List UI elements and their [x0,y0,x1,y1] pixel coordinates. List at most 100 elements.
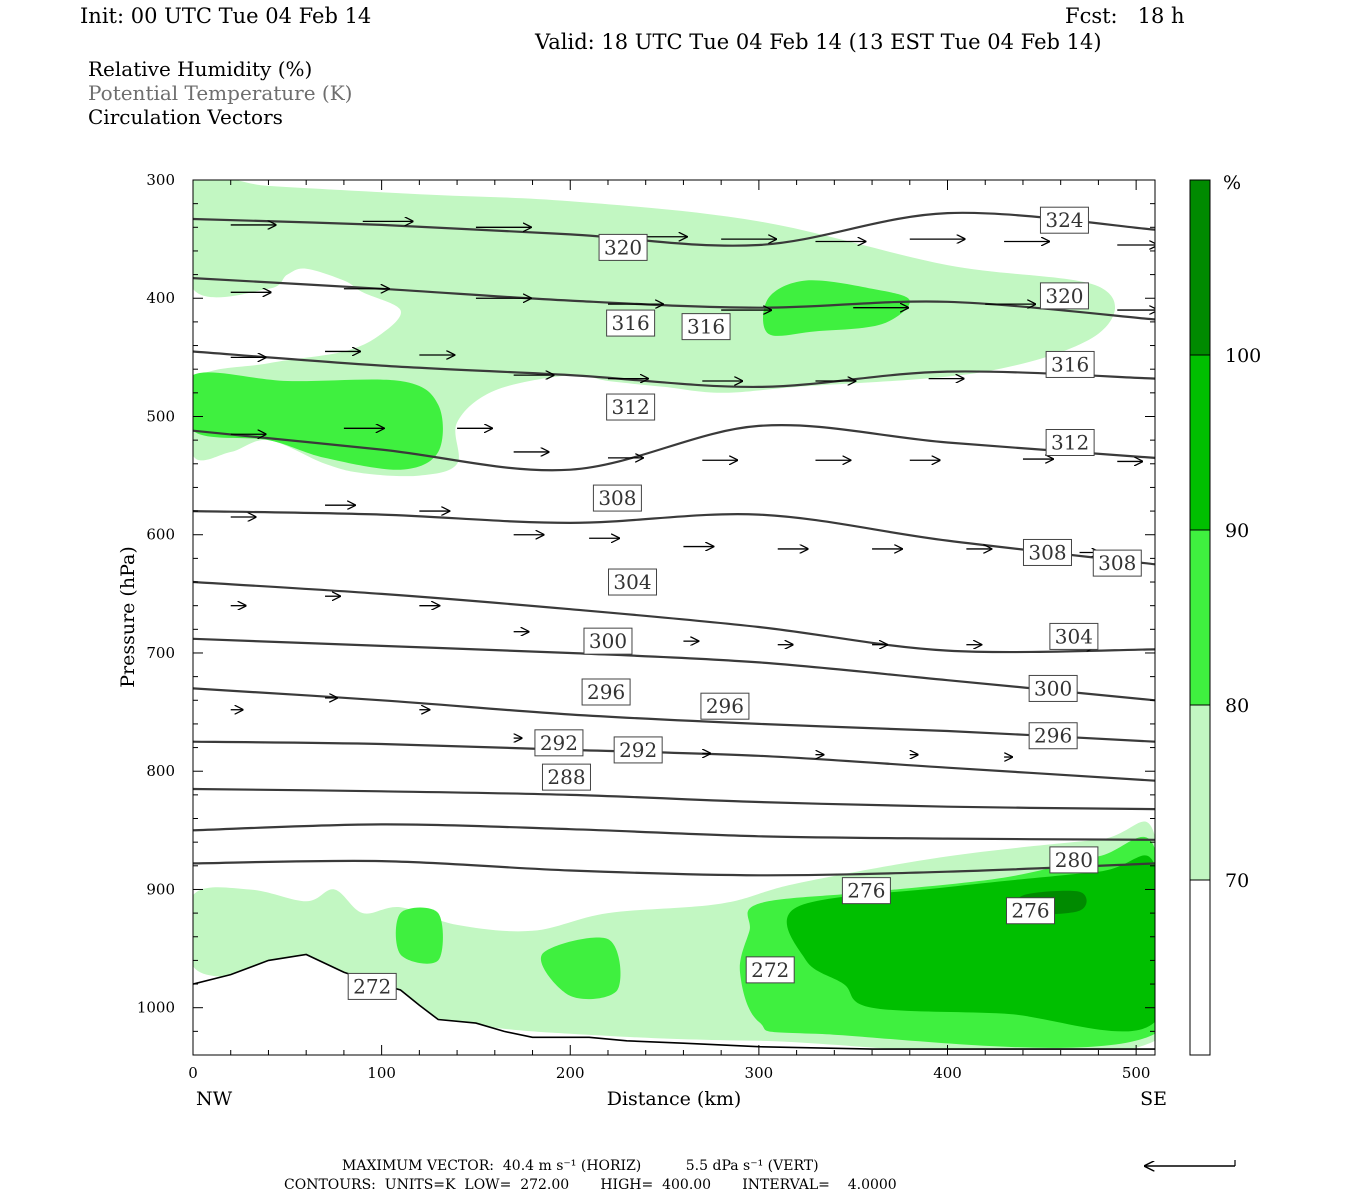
contour-info-note: CONTOURS: UNITS=K LOW= 272.00 HIGH= 400.… [284,1177,897,1193]
theta-contour-300 [193,637,1155,702]
contour-label-18: 292 [540,731,578,755]
contour-label-box-15 [581,678,631,706]
contour-label-12: 304 [1055,624,1093,648]
contour-label-box-13 [583,627,633,655]
contour-label-box-17 [1028,722,1078,750]
contour-label-8: 308 [598,486,636,510]
contour-label-box-0 [1039,206,1089,234]
plot-frame [192,179,1156,1056]
contour-label-7: 312 [1051,431,1089,455]
contour-label-box-24 [347,972,397,1000]
colorbar-segment-2 [1190,530,1210,705]
contour-label-box-6 [606,393,656,421]
contour-label-5: 316 [1051,352,1089,376]
contour-label-9: 308 [1028,540,1066,564]
colorbar: % 70 80 90 100 [1189,172,1261,1056]
theta-contour-324 [193,211,1155,247]
contour-label-21: 280 [1055,848,1093,872]
forecast-hour: Fcst: 18 h [1065,4,1185,28]
contour-label-25: 272 [751,958,789,982]
colorbar-level-80: 80 [1225,695,1249,717]
contour-label-14: 300 [1034,676,1072,700]
contour-label-box-5 [1045,350,1095,378]
terrain-outline [193,953,1155,1050]
colorbar-segment-3 [1190,705,1210,880]
contour-label-box-23 [1006,897,1056,925]
colorbar-segment-4 [1190,880,1210,1055]
theta-contours [193,211,1155,877]
contour-label-16: 296 [706,694,744,718]
contour-label-box-16 [700,692,750,720]
rh-region-80-2 [193,372,443,470]
colorbar-frame [1189,179,1211,1056]
contour-label-17: 296 [1034,724,1072,748]
contour-label-2: 320 [1045,284,1083,308]
contour-label-box-14 [1028,674,1078,702]
contour-label-box-11 [608,568,658,596]
maximum-vector-note: MAXIMUM VECTOR: 40.4 m s⁻¹ (HORIZ) 5.5 d… [342,1158,819,1174]
contour-label-box-7 [1045,429,1095,456]
y-tick-label-5: 800 [146,762,175,780]
y-tick-label-6: 900 [146,880,175,898]
theta-contour-284 [193,823,1155,841]
terrain [193,953,1155,1055]
x-tick-label-3: 300 [745,1064,774,1082]
contour-label-box-4 [681,313,731,341]
contour-label-4: 316 [687,315,725,339]
valid-time: Valid: 18 UTC Tue 04 Feb 14 (13 EST Tue … [535,30,1102,54]
rh-region-80-5 [395,907,443,964]
theta-contour-288 [193,787,1155,811]
contour-label-box-3 [606,309,656,337]
circulation-vectors [230,221,1155,757]
rh-region-80-3 [762,280,910,336]
theta-contour-304 [193,580,1155,654]
y-tick-label-2: 500 [146,407,175,425]
init-time: Init: 00 UTC Tue 04 Feb 14 [80,4,372,28]
y-tick-label-3: 600 [146,526,175,544]
theta-contour-296 [193,687,1155,743]
contour-label-box-22 [841,877,891,905]
contour-label-19: 292 [619,738,657,762]
y-tick-label-1: 400 [146,289,175,307]
theta-contour-320 [193,277,1155,321]
contour-label-1: 320 [604,235,642,259]
y-axis-title: Pressure (hPa) [117,546,139,688]
rh-region-80-6 [540,937,621,1000]
contour-label-22: 276 [847,879,885,903]
colorbar-level-100: 100 [1225,345,1261,367]
contour-label-box-12 [1049,622,1099,650]
theta-contour-280 [193,859,1155,877]
colorbar-segment-0 [1190,180,1210,355]
y-tick-label-7: 1000 [137,999,175,1017]
contour-label-box-19 [613,736,663,764]
axes: 0 100 200 300 400 500 300 400 500 600 700 800 900 100… [137,171,1155,1082]
contour-label-box-9 [1022,538,1072,566]
contour-label-10: 308 [1098,551,1136,575]
contour-label-box-25 [745,956,795,984]
x-tick-label-1: 100 [367,1064,396,1082]
terrain-ground [193,954,1155,1055]
contour-label-box-8 [592,484,642,512]
theta-contour-308 [193,510,1155,566]
contour-label-0: 324 [1045,208,1083,232]
reference-vector [1145,1160,1236,1166]
colorbar-level-90: 90 [1225,520,1249,542]
colorbar-unit: % [1223,172,1241,194]
theta-contour-292 [193,740,1155,782]
field-circulation-vectors: Circulation Vectors [88,105,283,129]
theta-contour-316 [193,350,1155,389]
contour-label-box-18 [534,729,584,757]
x-end-label-left: NW [196,1088,233,1110]
theta-contour-312 [193,424,1155,472]
contour-label-6: 312 [612,395,650,419]
field-potential-temperature: Potential Temperature (K) [88,81,353,105]
y-tick-label-4: 700 [146,644,175,662]
x-tick-label-4: 400 [933,1064,962,1082]
x-axis-title: Distance (km) [607,1088,742,1110]
colorbar-level-70: 70 [1225,870,1249,892]
field-relative-humidity: Relative Humidity (%) [88,57,313,81]
contour-label-11: 304 [613,570,651,594]
contour-label-23: 276 [1011,899,1049,923]
contour-label-3: 316 [612,311,650,335]
